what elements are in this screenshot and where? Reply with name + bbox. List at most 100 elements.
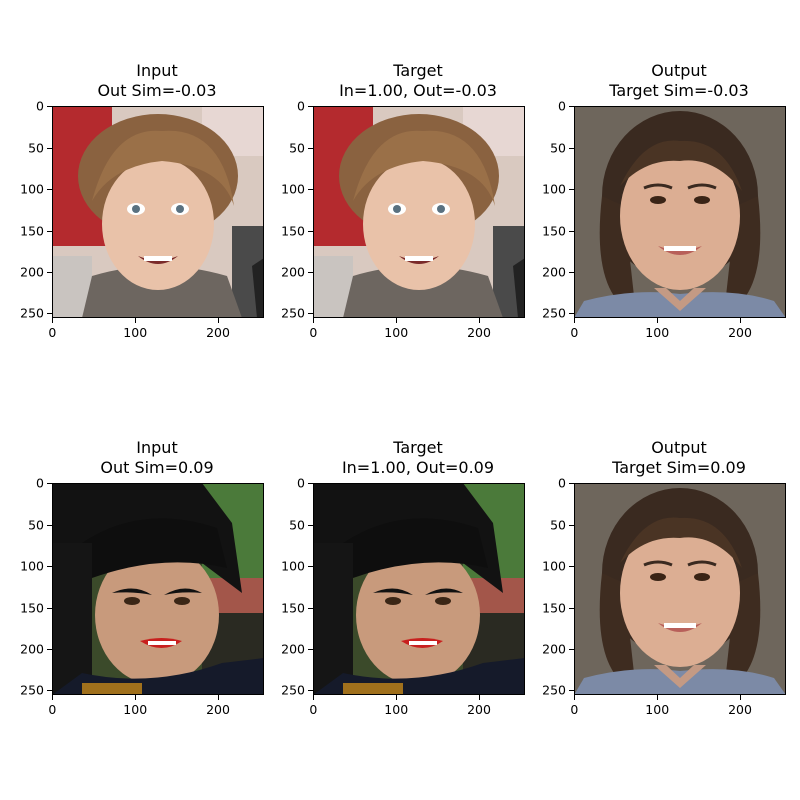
y-tick-label: 250 xyxy=(542,682,566,698)
x-tick-label: 200 xyxy=(206,702,230,717)
y-tick-mark xyxy=(569,147,574,149)
title-line-1: Input xyxy=(136,61,178,80)
panel-title-3: Output Target Sim=-0.03 xyxy=(549,61,800,101)
y-tick-mark xyxy=(47,272,52,274)
y-tick-mark xyxy=(308,690,313,692)
title-line-1: Target xyxy=(393,61,443,80)
y-tick-mark xyxy=(308,189,313,191)
y-tick-mark xyxy=(47,483,52,485)
y-tick-label: 250 xyxy=(20,305,44,321)
axes-frame xyxy=(52,483,264,695)
x-tick-mark xyxy=(574,318,576,323)
y-tick-mark xyxy=(308,106,313,108)
axes-frame xyxy=(574,106,786,318)
x-tick-mark xyxy=(135,318,137,323)
y-tick-mark xyxy=(308,566,313,568)
x-tick-mark xyxy=(135,695,137,700)
y-tick-label: 0 xyxy=(558,475,566,491)
y-tick-mark xyxy=(47,230,52,232)
x-tick-mark xyxy=(52,695,54,700)
y-tick-mark xyxy=(569,566,574,568)
axes-frame xyxy=(574,483,786,695)
image-panel-input-1: 0 50 100 150 200 250 0 100 200 xyxy=(20,99,264,340)
y-tick-label: 50 xyxy=(28,517,44,533)
x-tick-label: 100 xyxy=(645,325,670,340)
x-tick-mark xyxy=(657,318,659,323)
y-tick-label: 200 xyxy=(281,264,305,280)
x-tick-label: 100 xyxy=(384,702,409,717)
y-tick-mark xyxy=(569,189,574,191)
title-line-2: In=1.00, Out=0.09 xyxy=(341,458,495,477)
y-tick-mark xyxy=(47,690,52,692)
image-panel-output-1: 0 50 100 150 200 250 0 100 200 xyxy=(542,99,786,340)
y-tick-mark xyxy=(569,524,574,526)
y-tick-mark xyxy=(308,524,313,526)
title-line-2: Target Sim=0.09 xyxy=(612,458,746,477)
x-tick-mark xyxy=(657,695,659,700)
title-line-2: Out Sim=-0.03 xyxy=(97,81,217,100)
y-tick-label: 50 xyxy=(28,140,44,156)
y-tick-label: 250 xyxy=(20,682,44,698)
y-tick-mark xyxy=(569,272,574,274)
y-tick-mark xyxy=(308,483,313,485)
y-tick-mark xyxy=(47,189,52,191)
axes-frame xyxy=(52,106,264,318)
y-tick-label: 200 xyxy=(542,641,566,657)
x-tick-mark xyxy=(740,695,742,700)
panel-title-1: Input Out Sim=-0.03 xyxy=(27,61,287,101)
y-tick-mark xyxy=(308,272,313,274)
y-tick-label: 150 xyxy=(281,600,305,616)
y-tick-mark xyxy=(308,230,313,232)
x-tick-label: 100 xyxy=(123,325,148,340)
x-tick-label: 0 xyxy=(570,702,579,717)
y-tick-label: 200 xyxy=(20,641,44,657)
y-tick-label: 150 xyxy=(20,223,44,239)
x-tick-mark xyxy=(218,695,220,700)
y-tick-label: 150 xyxy=(542,600,566,616)
y-tick-label: 50 xyxy=(289,140,305,156)
y-tick-mark xyxy=(308,607,313,609)
y-tick-label: 100 xyxy=(281,181,305,197)
y-tick-label: 0 xyxy=(36,98,44,114)
y-tick-mark xyxy=(47,566,52,568)
y-tick-label: 0 xyxy=(36,475,44,491)
y-tick-mark xyxy=(569,649,574,651)
y-tick-mark xyxy=(569,313,574,315)
y-tick-label: 100 xyxy=(20,181,44,197)
y-tick-label: 0 xyxy=(297,98,305,114)
x-tick-label: 0 xyxy=(309,702,318,717)
y-tick-mark xyxy=(569,483,574,485)
y-tick-label: 50 xyxy=(550,517,566,533)
title-line-2: Target Sim=-0.03 xyxy=(609,81,749,100)
x-tick-mark xyxy=(313,318,315,323)
x-tick-mark xyxy=(574,695,576,700)
y-tick-mark xyxy=(47,649,52,651)
y-tick-label: 200 xyxy=(20,264,44,280)
y-tick-mark xyxy=(308,313,313,315)
y-tick-label: 200 xyxy=(281,641,305,657)
x-tick-label: 0 xyxy=(48,702,57,717)
y-tick-mark xyxy=(569,607,574,609)
y-tick-mark xyxy=(47,147,52,149)
x-tick-mark xyxy=(313,695,315,700)
y-tick-label: 150 xyxy=(281,223,305,239)
x-tick-label: 200 xyxy=(206,325,230,340)
y-tick-label: 50 xyxy=(289,517,305,533)
title-line-2: In=1.00, Out=-0.03 xyxy=(339,81,497,100)
panel-title-2: Target In=1.00, Out=-0.03 xyxy=(288,61,548,101)
title-line-1: Output xyxy=(651,438,707,457)
x-tick-label: 100 xyxy=(384,325,409,340)
x-tick-label: 0 xyxy=(570,325,579,340)
y-tick-mark xyxy=(47,106,52,108)
x-tick-mark xyxy=(479,695,481,700)
x-tick-label: 200 xyxy=(467,702,491,717)
x-tick-label: 0 xyxy=(48,325,57,340)
x-tick-mark xyxy=(52,318,54,323)
y-tick-mark xyxy=(47,313,52,315)
x-tick-mark xyxy=(396,695,398,700)
y-tick-label: 100 xyxy=(20,558,44,574)
x-tick-mark xyxy=(479,318,481,323)
image-panel-target-2: 0 50 100 150 200 250 0 100 200 xyxy=(281,476,525,717)
x-tick-label: 200 xyxy=(728,702,752,717)
title-line-1: Target xyxy=(393,438,443,457)
